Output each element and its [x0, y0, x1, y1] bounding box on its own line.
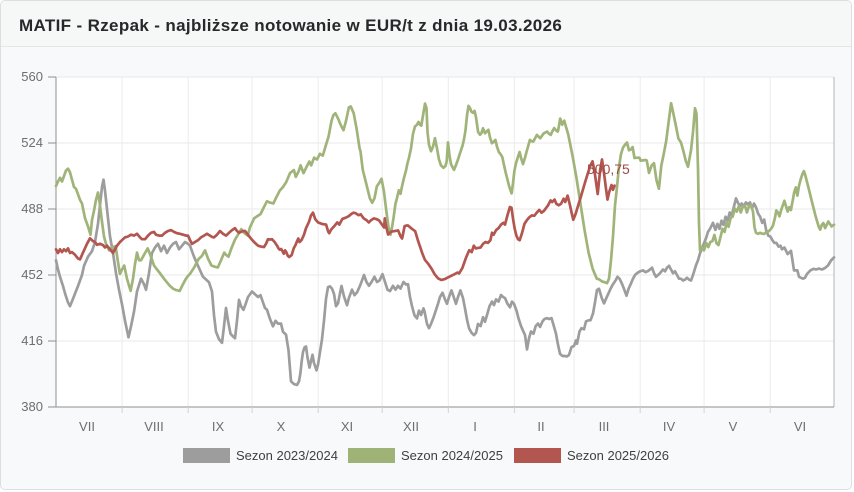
svg-text:488: 488 [21, 201, 43, 216]
svg-text:VI: VI [794, 419, 806, 434]
svg-text:IX: IX [212, 419, 225, 434]
svg-text:Sezon 2024/2025: Sezon 2024/2025 [401, 448, 503, 463]
svg-text:VII: VII [79, 419, 95, 434]
svg-text:416: 416 [21, 333, 43, 348]
svg-text:560: 560 [21, 69, 43, 84]
svg-text:III: III [599, 419, 610, 434]
svg-text:524: 524 [21, 135, 43, 150]
svg-text:500,75: 500,75 [587, 161, 630, 177]
svg-text:380: 380 [21, 399, 43, 414]
svg-text:XI: XI [341, 419, 353, 434]
svg-text:VIII: VIII [144, 419, 164, 434]
svg-text:II: II [537, 419, 544, 434]
svg-text:IV: IV [663, 419, 676, 434]
svg-text:X: X [277, 419, 286, 434]
svg-text:Sezon 2025/2026: Sezon 2025/2026 [567, 448, 669, 463]
svg-text:452: 452 [21, 267, 43, 282]
svg-text:V: V [729, 419, 738, 434]
svg-text:I: I [473, 419, 477, 434]
svg-text:XII: XII [403, 419, 419, 434]
svg-text:Sezon 2023/2024: Sezon 2023/2024 [236, 448, 338, 463]
